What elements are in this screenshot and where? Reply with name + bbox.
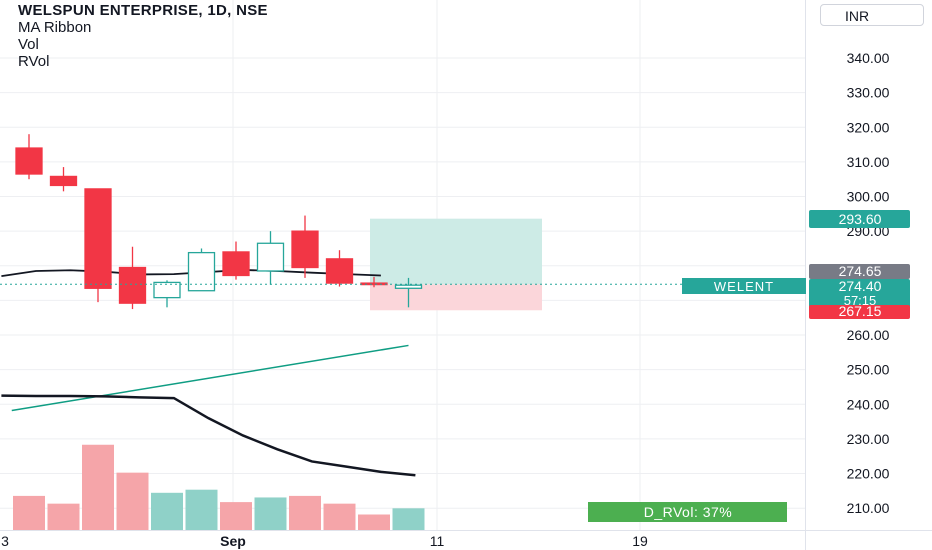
candle-body	[84, 188, 112, 289]
candle-body	[49, 175, 78, 187]
entry-price-badge: 274.65	[809, 263, 910, 279]
entry-price-badge-text: 274.65	[839, 263, 882, 279]
candle-body	[187, 251, 216, 292]
last-price-badge	[809, 279, 910, 310]
y-tick-label: 330.00	[847, 85, 890, 101]
candle-body	[394, 284, 423, 289]
volume-bar	[116, 472, 149, 530]
target-zone	[370, 218, 542, 285]
y-tick-label: 300.00	[847, 189, 890, 205]
volume-bar	[185, 489, 218, 530]
x-tick-label: 11	[430, 533, 445, 549]
y-tick-label: 220.00	[847, 466, 890, 482]
volume-bar	[358, 514, 390, 530]
volume-bar	[392, 508, 425, 530]
symbol-badge	[682, 278, 806, 294]
x-tick-label: Sep	[220, 533, 246, 549]
candle-body	[360, 282, 388, 286]
volume-bar	[254, 497, 287, 530]
currency-selector[interactable]: INR	[820, 4, 924, 26]
candles	[15, 134, 423, 310]
x-axis-labels: 3 Sep 11 19	[1, 533, 648, 549]
stop-price-badge-text: 267.15	[839, 303, 882, 319]
last-price-text: 274.40	[839, 278, 882, 294]
ma-long-line	[1, 394, 416, 477]
y-tick-label: 210.00	[847, 500, 890, 516]
y-tick-label: 250.00	[847, 362, 890, 378]
legend-rvol[interactable]: RVol	[18, 53, 50, 70]
volume-bar	[13, 495, 45, 530]
legend-ma-ribbon[interactable]: MA Ribbon	[18, 19, 92, 36]
ma-green-line	[11, 344, 409, 412]
volume-bar	[47, 503, 80, 530]
chart-title: WELSPUN ENTERPRISE, 1D, NSE	[18, 2, 268, 19]
volume-bar	[82, 444, 114, 530]
y-tick-label: 320.00	[847, 119, 890, 135]
chart-legend: WELSPUN ENTERPRISE, 1D, NSE MA Ribbon Vo…	[18, 2, 268, 70]
y-tick-label: 310.00	[847, 154, 890, 170]
legend-vol[interactable]: Vol	[18, 36, 39, 53]
candle-body	[325, 258, 354, 284]
y-tick-label: 260.00	[847, 327, 890, 343]
y-tick-label: 240.00	[847, 396, 890, 412]
candle-body	[118, 266, 147, 304]
volume-bar	[323, 503, 356, 530]
volume-bar	[289, 495, 321, 530]
y-tick-label: 230.00	[847, 431, 890, 447]
target-price-badge-text: 293.60	[839, 211, 882, 227]
symbol-text: WELENT	[714, 279, 774, 294]
countdown-text: 57:15	[844, 293, 877, 308]
candle-body	[222, 251, 250, 277]
x-tick-label: 19	[632, 533, 648, 549]
candle-body	[256, 242, 285, 272]
rvol-text: D_RVol: 37%	[644, 504, 733, 520]
volume-bars	[13, 444, 425, 530]
y-tick-label: 340.00	[847, 50, 890, 66]
candle-body	[153, 281, 181, 299]
stop-price-badge: 267.15	[809, 303, 910, 319]
rvol-badge	[588, 502, 787, 522]
volume-bar	[151, 492, 183, 530]
volume-bar	[220, 502, 252, 530]
x-tick-label: 3	[1, 533, 9, 549]
target-price-badge: 293.60	[809, 210, 910, 228]
candle-body	[15, 147, 43, 175]
candle-body	[291, 230, 319, 269]
